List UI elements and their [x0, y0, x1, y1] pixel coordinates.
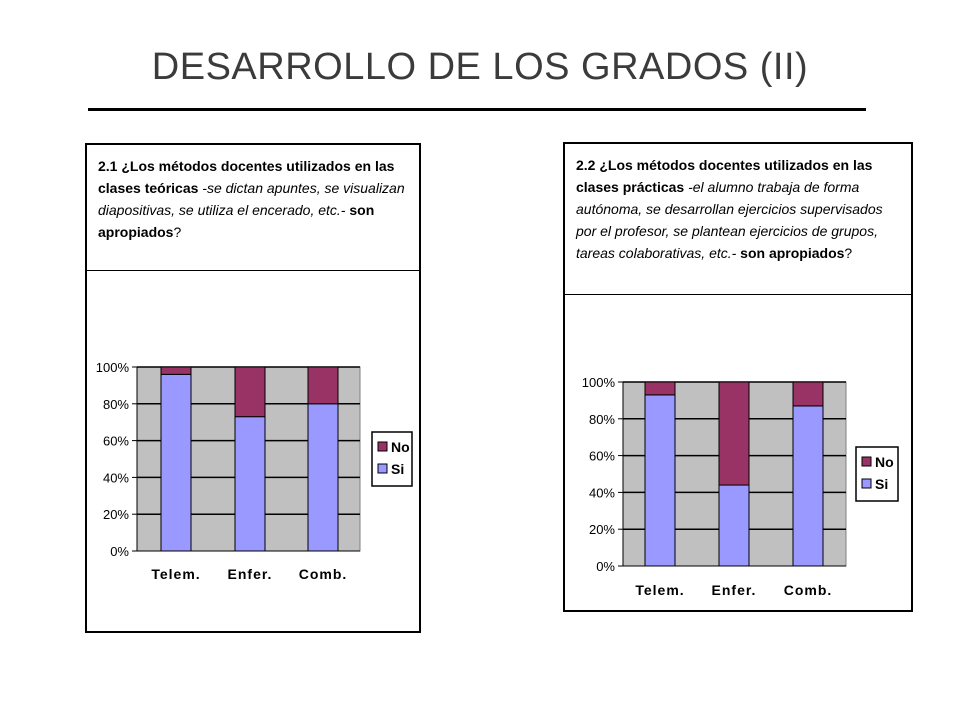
bar-no-telem — [644, 381, 676, 396]
question-heading: 2.1 ¿Los métodos docentes utilizados en … — [98, 158, 395, 196]
question-mark: ? — [844, 245, 853, 261]
y-tick-label: 100% — [96, 360, 130, 375]
legend-swatch-si — [377, 463, 388, 474]
y-tick-label: 40% — [103, 470, 129, 485]
bar-si-enfer — [234, 416, 266, 552]
question-separator — [87, 270, 419, 271]
bar-no-enfer — [234, 366, 266, 418]
y-tick-label: 80% — [103, 397, 129, 412]
bar-no-enfer — [718, 381, 750, 486]
legend-label-si: Si — [391, 461, 404, 477]
y-tick-label: 0% — [110, 544, 129, 559]
legend-swatch-no — [861, 456, 872, 467]
bar-si-enfer — [718, 484, 750, 567]
question-examples: -se dictan apuntes, se visualizan diapos… — [98, 180, 405, 218]
question-ending: son apropiados — [736, 245, 845, 261]
legend-swatch-no — [377, 441, 388, 452]
y-tick-label: 20% — [589, 522, 615, 537]
y-tick-label: 60% — [103, 434, 129, 449]
legend-box — [371, 431, 413, 487]
question-examples: -el alumno trabaja de forma autónoma, se… — [576, 179, 883, 261]
legend-label-si: Si — [875, 476, 888, 492]
x-category-label: Enfer. — [228, 566, 273, 582]
legend-swatch-si — [861, 478, 872, 489]
y-tick-label: 80% — [589, 412, 615, 427]
bar-si-comb — [792, 405, 824, 567]
x-category-label: Enfer. — [712, 582, 757, 598]
y-tick-label: 100% — [582, 375, 616, 390]
legend-box — [855, 446, 899, 502]
title-divider — [88, 108, 866, 111]
y-tick-label: 0% — [596, 559, 615, 574]
legend-label-no: No — [875, 454, 894, 470]
x-category-label: Telem. — [151, 566, 200, 582]
x-category-label: Comb. — [299, 566, 348, 582]
question-heading: 2.2 ¿Los métodos docentes utilizados en … — [576, 157, 873, 195]
question-mark: ? — [173, 224, 182, 240]
bar-no-telem — [160, 366, 192, 375]
bar-si-telem — [160, 373, 192, 552]
bar-no-comb — [307, 366, 339, 405]
question-ending: son apropiados — [98, 202, 375, 240]
bar-si-telem — [644, 394, 676, 567]
y-tick-label: 20% — [103, 507, 129, 522]
y-tick-label: 40% — [589, 485, 615, 500]
question-theory: 2.1 ¿Los métodos docentes utilizados en … — [87, 145, 419, 243]
x-category-label: Telem. — [635, 582, 684, 598]
question-practice: 2.2 ¿Los métodos docentes utilizados en … — [565, 144, 911, 264]
bar-no-comb — [792, 381, 824, 407]
legend-label-no: No — [391, 439, 410, 455]
y-tick-label: 60% — [589, 449, 615, 464]
question-separator — [565, 294, 911, 295]
x-category-label: Comb. — [784, 582, 833, 598]
slide-title: DESARROLLO DE LOS GRADOS (II) — [151, 46, 809, 88]
